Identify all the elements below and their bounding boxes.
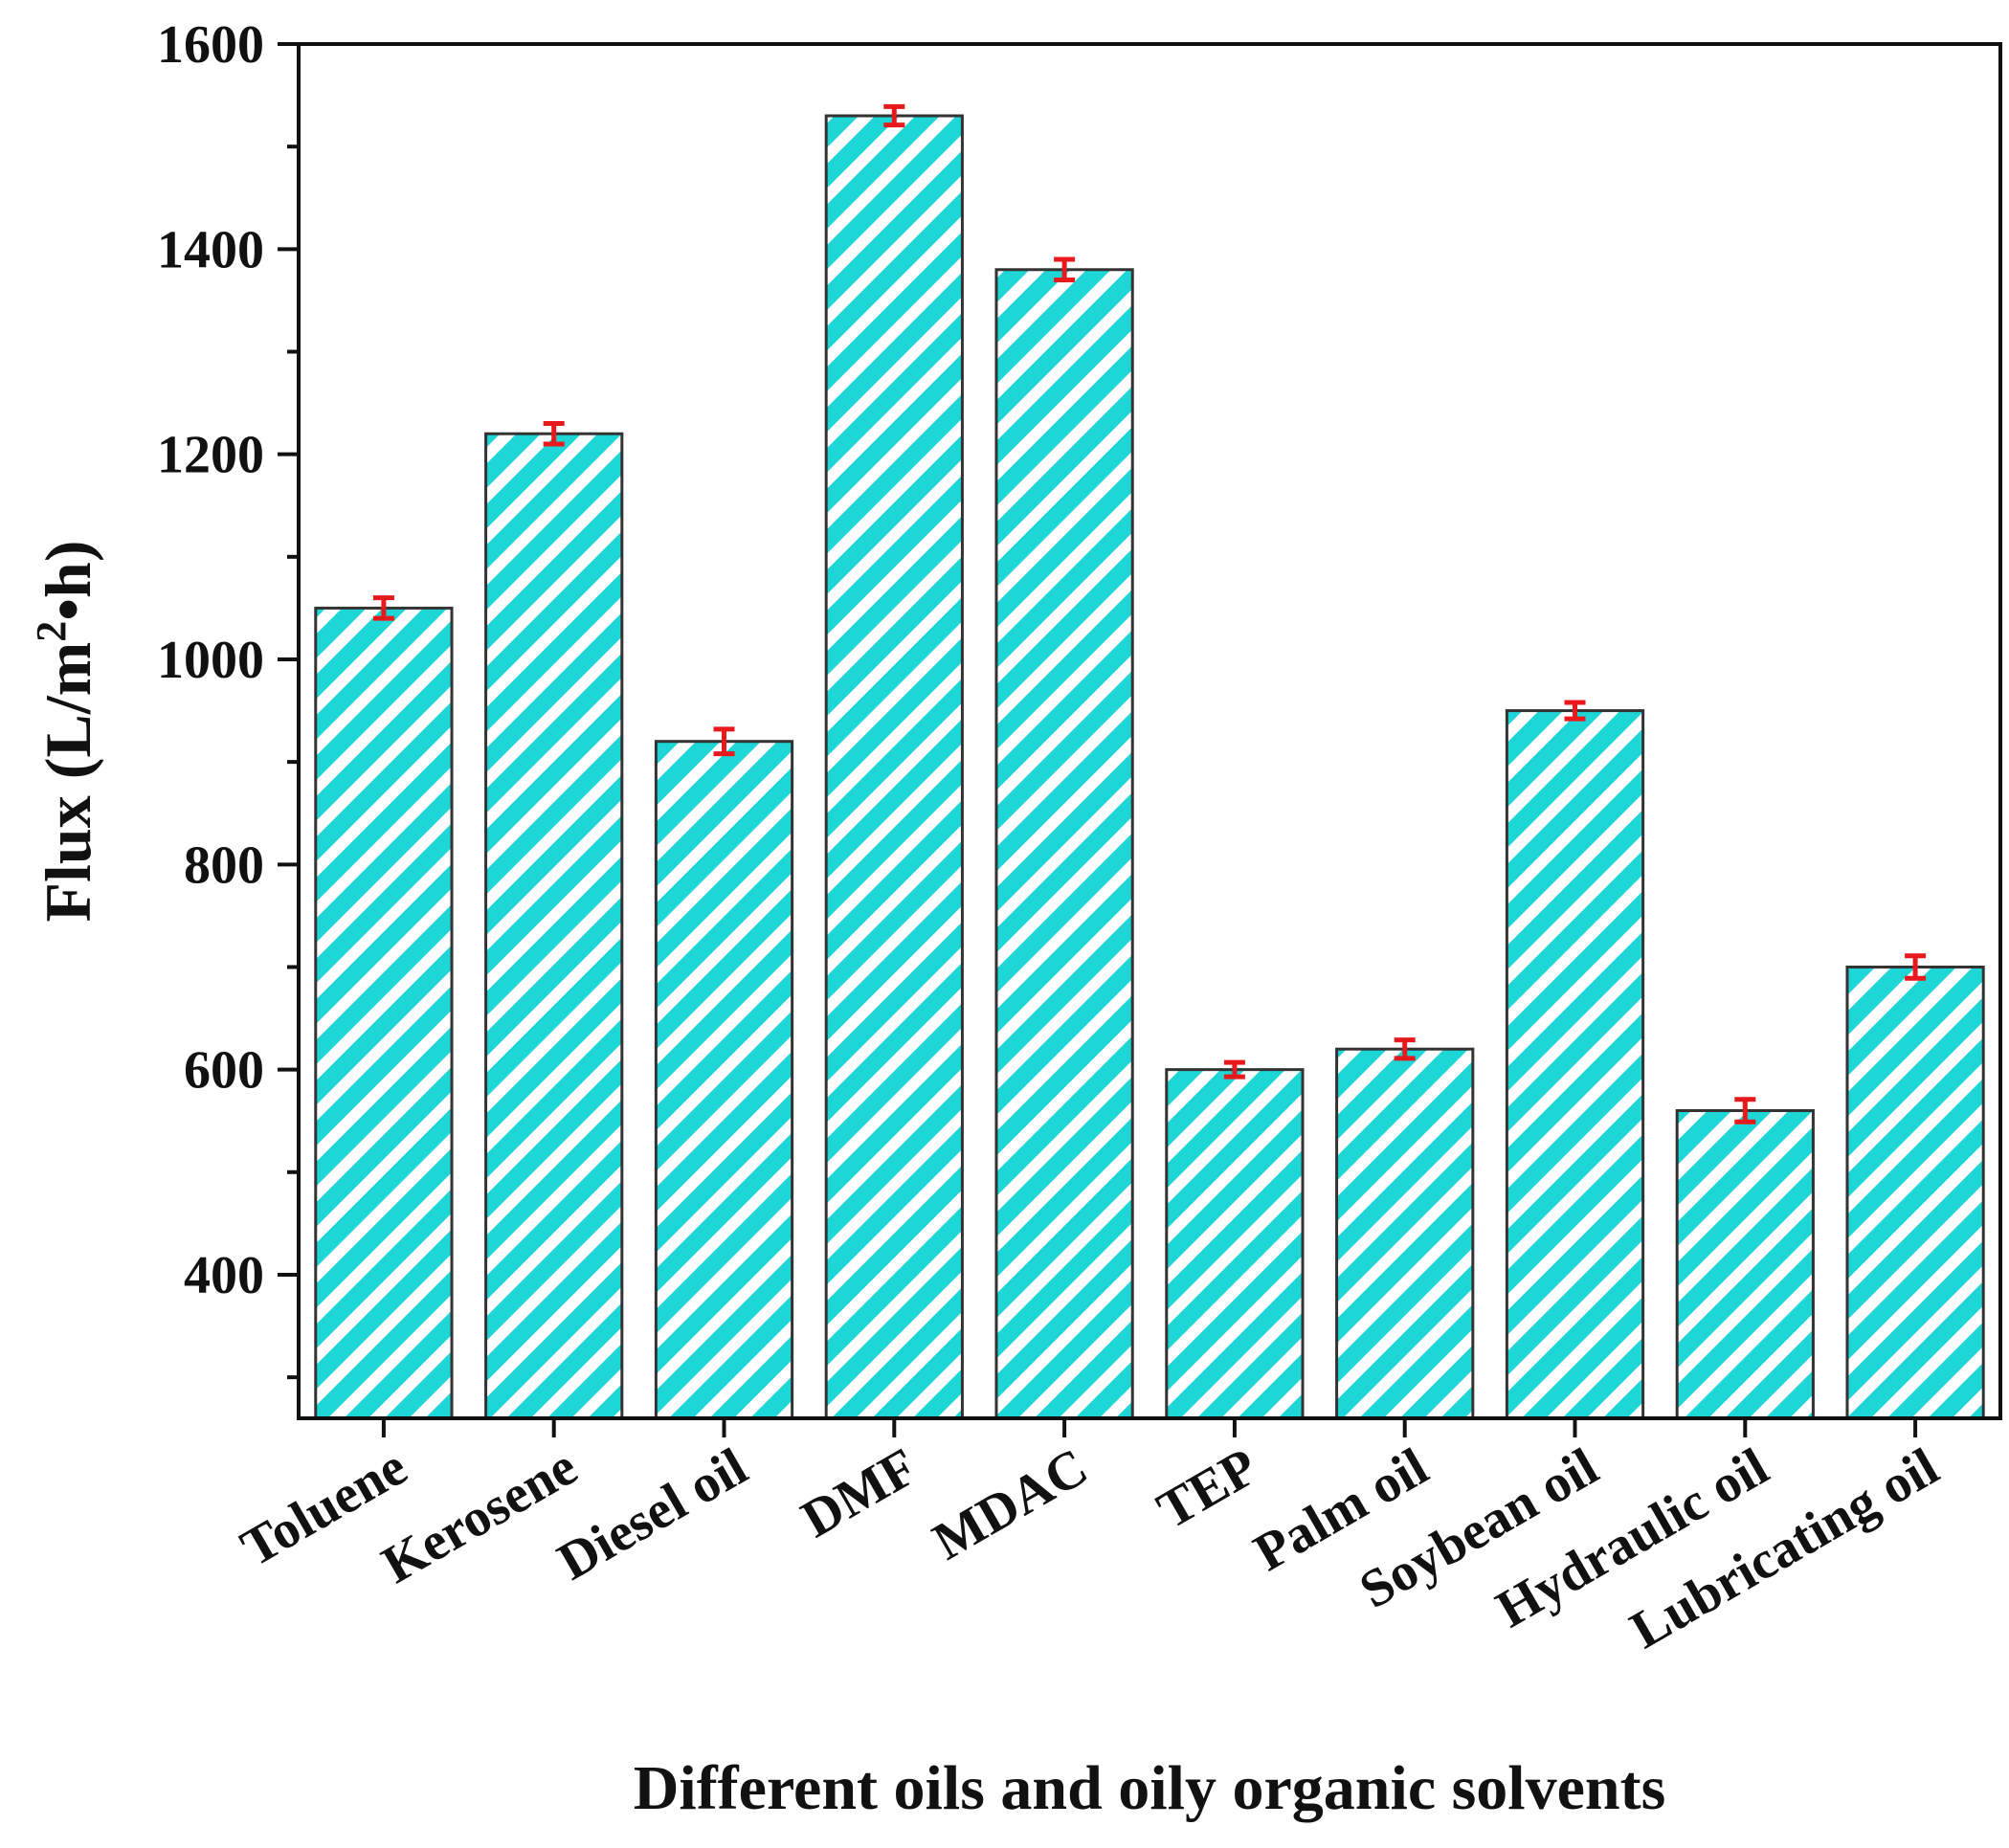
bar-tep	[1165, 1068, 1305, 1420]
y-axis-title-main: Flux (L/m	[32, 642, 104, 923]
bar-lubricating-oil	[1845, 965, 1985, 1420]
bar-hydraulic-oil	[1675, 1109, 1815, 1420]
x-tick-label: Diesel oil	[548, 1437, 757, 1592]
bar-diesel-oil	[654, 740, 794, 1420]
bar-soybean-oil	[1505, 709, 1645, 1420]
bar-kerosene	[484, 432, 624, 1420]
y-axis-ticks: 400 600 800 1000 1200 1400 1600	[157, 15, 299, 1380]
y-tick-label: 800	[184, 835, 264, 895]
bar-dmf	[824, 114, 964, 1420]
y-tick-label: 1200	[157, 426, 264, 485]
error-bar-tep	[1223, 1059, 1245, 1080]
x-tick-label: Kerosene	[372, 1437, 587, 1595]
error-bar-hydraulic-oil	[1734, 1097, 1756, 1124]
error-bar-diesel-oil	[713, 726, 735, 757]
bar-palm-oil	[1335, 1047, 1475, 1420]
error-bar-kerosene	[543, 421, 565, 447]
error-bar-dmf	[883, 103, 905, 128]
error-bar-toluene	[372, 595, 394, 621]
bars-layer	[314, 114, 1985, 1420]
x-tick-label: MDAC	[924, 1437, 1098, 1572]
error-bar-soybean-oil	[1564, 700, 1586, 722]
x-axis-title: Different oils and oily organic solvents	[634, 1753, 1666, 1823]
error-bar-mdac	[1054, 256, 1076, 282]
x-tick-label: DMF	[792, 1437, 926, 1549]
error-bar-palm-oil	[1394, 1037, 1416, 1061]
y-tick-label: 1600	[157, 15, 264, 75]
y-tick-label: 1000	[157, 631, 264, 690]
y-tick-label: 400	[184, 1246, 264, 1305]
y-axis-title-end: •h)	[32, 540, 104, 620]
x-tick-label: TEP	[1148, 1437, 1267, 1541]
plot-frame	[297, 42, 2002, 1420]
y-axis-title-superscript: 2	[28, 621, 75, 642]
error-bars-layer	[372, 103, 1927, 1124]
bar-toluene	[314, 606, 454, 1420]
error-bar-lubricating-oil	[1905, 953, 1927, 981]
bar-mdac	[994, 268, 1134, 1420]
y-axis-title: Flux (L/m2•h)	[28, 540, 104, 922]
y-tick-label: 1400	[157, 220, 264, 279]
y-tick-label: 600	[184, 1041, 264, 1101]
